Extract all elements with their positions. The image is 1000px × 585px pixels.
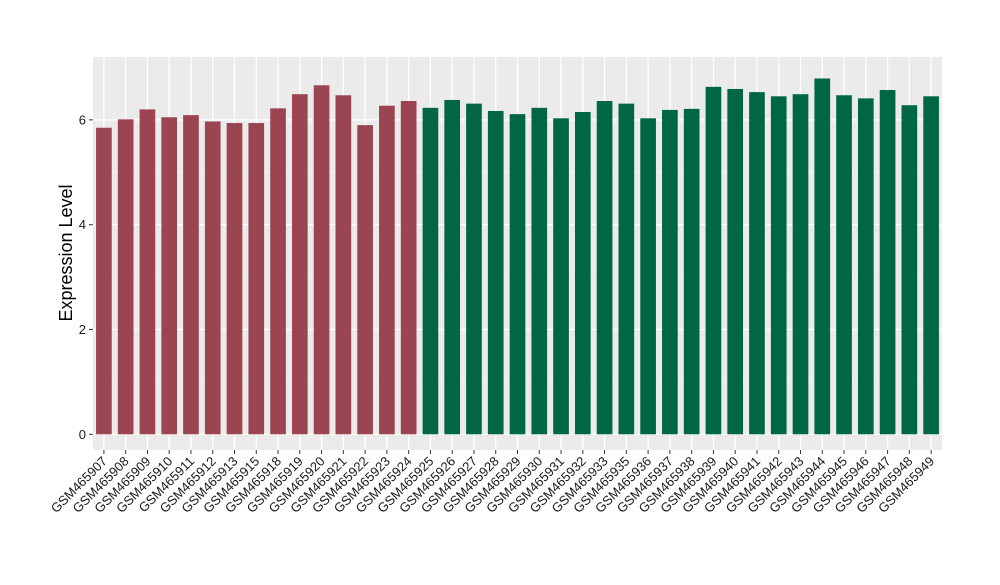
bar bbox=[270, 108, 286, 435]
bar bbox=[792, 94, 809, 435]
bar bbox=[204, 121, 221, 435]
bar bbox=[444, 99, 461, 435]
bar bbox=[183, 115, 199, 435]
x-axis: GSM465907GSM465908GSM465909GSM465910GSM4… bbox=[48, 450, 937, 516]
bar bbox=[879, 90, 896, 435]
bar bbox=[836, 95, 852, 435]
bar bbox=[313, 85, 330, 435]
bar bbox=[487, 110, 504, 435]
bar bbox=[509, 114, 526, 435]
bar bbox=[335, 95, 352, 435]
bar bbox=[466, 103, 482, 435]
y-tick-label: 2 bbox=[79, 322, 86, 337]
bar bbox=[574, 112, 591, 435]
bar bbox=[596, 101, 613, 435]
bar bbox=[139, 109, 156, 435]
bar bbox=[640, 118, 656, 435]
bar bbox=[248, 123, 265, 435]
bar bbox=[749, 92, 765, 435]
bar bbox=[857, 98, 874, 435]
bar bbox=[683, 108, 700, 435]
bar bbox=[553, 118, 569, 435]
y-axis-title: Expression Level bbox=[56, 184, 76, 321]
bar-layer bbox=[96, 78, 939, 435]
bar bbox=[422, 107, 439, 435]
bar bbox=[923, 96, 939, 435]
bar bbox=[357, 125, 373, 435]
bar bbox=[705, 86, 722, 435]
bar bbox=[901, 105, 918, 435]
y-tick-label: 6 bbox=[79, 112, 86, 127]
bar bbox=[814, 78, 831, 435]
y-tick-label: 0 bbox=[79, 427, 86, 442]
bar bbox=[400, 101, 417, 435]
y-tick-label: 4 bbox=[79, 217, 86, 232]
bar bbox=[531, 107, 548, 435]
bar bbox=[96, 127, 112, 435]
bar bbox=[117, 119, 134, 435]
bar bbox=[161, 117, 178, 435]
y-axis: 0 2 4 6 bbox=[79, 112, 93, 442]
bar bbox=[727, 88, 744, 435]
bar bbox=[379, 105, 395, 435]
bar bbox=[770, 96, 787, 435]
bar bbox=[662, 109, 678, 435]
bar bbox=[226, 123, 243, 435]
bar bbox=[291, 94, 308, 435]
bar bbox=[618, 103, 635, 435]
